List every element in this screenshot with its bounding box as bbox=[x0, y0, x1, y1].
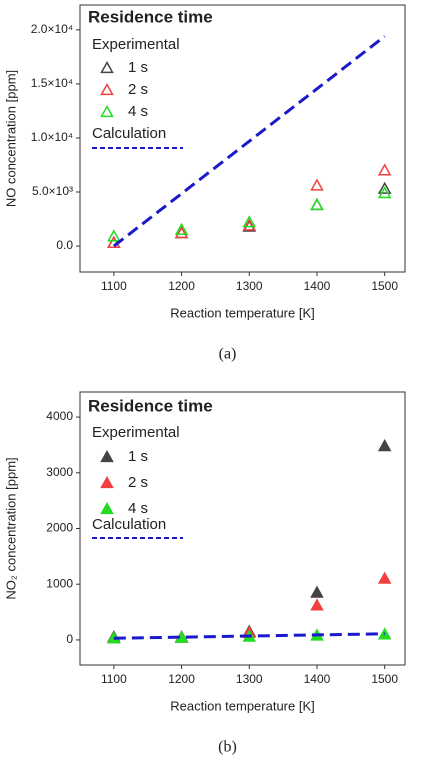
legend-label: Calculation bbox=[92, 125, 166, 142]
marker bbox=[310, 197, 324, 211]
x-tick-label: 1400 bbox=[304, 672, 331, 686]
x-tick-label: 1400 bbox=[304, 279, 331, 293]
y-tick-label: 0.0 bbox=[56, 238, 73, 252]
marker bbox=[107, 229, 121, 242]
legend-marker bbox=[100, 104, 114, 118]
marker bbox=[310, 598, 324, 611]
calculation-line bbox=[112, 35, 386, 248]
marker bbox=[377, 438, 392, 452]
legend-label: 4 s bbox=[128, 103, 148, 120]
y-tick-label: 1000 bbox=[46, 576, 73, 590]
legend-marker bbox=[100, 82, 114, 96]
x-tick-label: 1100 bbox=[101, 279, 127, 293]
legend-marker bbox=[100, 449, 114, 463]
legend-label: 2 s bbox=[128, 474, 148, 491]
marker bbox=[242, 215, 257, 228]
marker bbox=[242, 218, 257, 231]
x-tick-label: 1500 bbox=[371, 672, 398, 686]
y-tick-label: 2.0×10⁴ bbox=[31, 22, 73, 36]
x-tick-label: 1200 bbox=[168, 279, 195, 293]
y-tick-label: 1.5×10⁴ bbox=[31, 76, 73, 90]
marker bbox=[174, 226, 189, 239]
marker bbox=[310, 178, 324, 191]
marker bbox=[310, 585, 324, 598]
y-axis-title: NO concentration [ppm] bbox=[3, 70, 18, 207]
legend-label: Calculation bbox=[92, 516, 166, 533]
plot-frame bbox=[79, 4, 406, 273]
calculation-line bbox=[113, 632, 385, 640]
x-tick-label: 1300 bbox=[236, 672, 263, 686]
legend-marker bbox=[100, 60, 114, 74]
x-axis-title: Reaction temperature [K] bbox=[170, 698, 315, 713]
caption: (b) bbox=[218, 739, 237, 756]
legend-title: Residence time bbox=[88, 7, 213, 26]
x-tick-label: 1200 bbox=[168, 672, 195, 686]
legend-marker bbox=[100, 475, 114, 489]
x-tick-label: 1300 bbox=[236, 279, 263, 293]
y-axis-title: NO₂ concentration [ppm] bbox=[3, 457, 18, 599]
caption: (a) bbox=[219, 346, 237, 363]
x-tick-label: 1500 bbox=[371, 279, 398, 293]
x-tick-label: 1100 bbox=[101, 672, 127, 686]
legend-subtitle: Experimental bbox=[92, 36, 180, 53]
legend-label: 1 s bbox=[128, 448, 148, 465]
marker bbox=[377, 181, 392, 194]
legend-marker bbox=[100, 501, 114, 515]
legend-title: Residence time bbox=[88, 396, 213, 415]
marker bbox=[377, 163, 392, 176]
legend-label: 1 s bbox=[128, 59, 148, 76]
legend-label: 4 s bbox=[128, 500, 148, 517]
y-tick-label: 3000 bbox=[46, 465, 73, 479]
marker bbox=[377, 627, 392, 640]
y-tick-label: 5.0×10³ bbox=[32, 184, 73, 198]
legend-subtitle: Experimental bbox=[92, 424, 180, 441]
y-tick-label: 0 bbox=[66, 632, 73, 646]
x-axis-title: Reaction temperature [K] bbox=[170, 305, 315, 320]
marker bbox=[377, 571, 392, 584]
marker bbox=[174, 222, 189, 235]
legend-label: 2 s bbox=[128, 81, 148, 98]
y-tick-label: 2000 bbox=[46, 521, 73, 535]
marker bbox=[377, 186, 392, 199]
y-tick-label: 1.0×10⁴ bbox=[31, 130, 73, 144]
y-tick-label: 4000 bbox=[46, 409, 73, 423]
